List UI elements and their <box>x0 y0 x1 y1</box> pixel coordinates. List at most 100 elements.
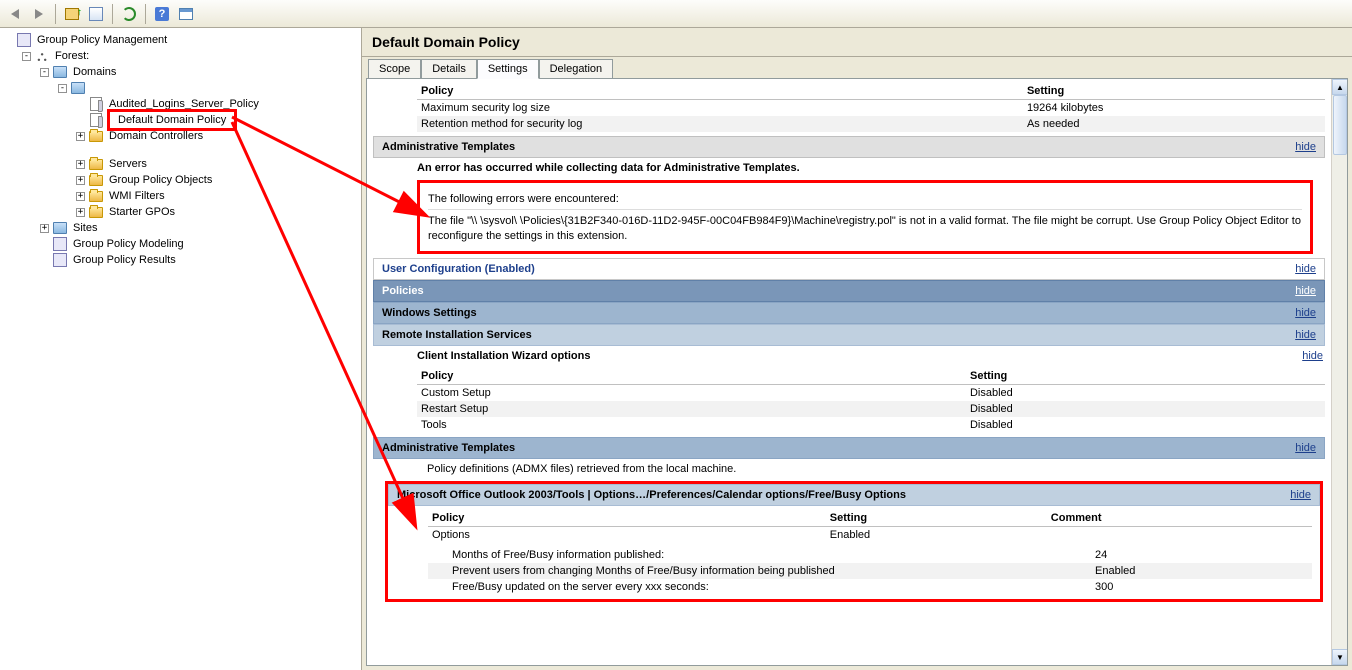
cell: Disabled <box>966 417 1325 433</box>
expand-toggle[interactable]: + <box>76 192 85 201</box>
cell <box>1047 526 1312 543</box>
scroll-icon <box>88 112 104 128</box>
domains-icon <box>52 64 68 80</box>
tree-panel: Group Policy Management - ⛬ Forest: - <box>0 28 362 670</box>
back-button[interactable] <box>4 3 26 25</box>
scroll-up-button[interactable]: ▲ <box>1332 79 1348 95</box>
hide-link[interactable]: hide <box>1302 350 1323 362</box>
policies-header: Policies hide <box>373 280 1325 302</box>
folder-icon <box>88 172 104 188</box>
table-row: OptionsEnabled <box>428 526 1312 543</box>
tree-gpresults-label: Group Policy Results <box>71 254 178 266</box>
tree-item[interactable]: + Group Policy Objects <box>76 172 357 188</box>
expand-toggle[interactable]: + <box>76 208 85 217</box>
table-row: Retention method for security logAs need… <box>417 116 1325 132</box>
forward-button[interactable] <box>28 3 50 25</box>
expand-toggle[interactable]: - <box>22 52 31 61</box>
table-row: Maximum security log size19264 kilobytes <box>417 100 1325 117</box>
tab-delegation[interactable]: Delegation <box>539 59 614 78</box>
hide-link[interactable]: hide <box>1295 141 1316 153</box>
content-panel: Default Domain Policy ScopeDetailsSettin… <box>362 28 1352 670</box>
hide-link[interactable]: hide <box>1295 329 1316 341</box>
tree-domain[interactable]: - <box>58 80 357 96</box>
expand-toggle[interactable]: + <box>76 160 85 169</box>
folder-icon <box>88 204 104 220</box>
cell: Restart Setup <box>417 401 966 417</box>
expand-toggle[interactable]: - <box>40 68 49 77</box>
cell: Prevent users from changing Months of Fr… <box>428 563 1091 579</box>
tree-item[interactable]: Default Domain Policy <box>76 112 357 128</box>
help-icon: ? <box>155 7 169 21</box>
admin-templates2-label: Administrative Templates <box>382 442 515 454</box>
refresh-icon <box>122 7 136 21</box>
hide-link[interactable]: hide <box>1295 307 1316 319</box>
table-row: Free/Busy updated on the server every xx… <box>428 579 1312 595</box>
tab-content: Policy Setting Maximum security log size… <box>366 78 1348 666</box>
folder-up-icon <box>65 8 79 20</box>
up-button[interactable] <box>61 3 83 25</box>
refresh-button[interactable] <box>118 3 140 25</box>
scroll-down-button[interactable]: ▼ <box>1332 649 1348 665</box>
table-row: Prevent users from changing Months of Fr… <box>428 563 1312 579</box>
tab-details[interactable]: Details <box>421 59 477 78</box>
content-title: Default Domain Policy <box>362 28 1352 57</box>
tree-domains[interactable]: - Domains <box>40 64 357 80</box>
cell: Tools <box>417 417 966 433</box>
expand-toggle[interactable]: + <box>76 176 85 185</box>
tab-settings[interactable]: Settings <box>477 59 539 79</box>
sites-icon <box>52 220 68 236</box>
hide-link[interactable]: hide <box>1295 263 1316 275</box>
hide-link[interactable]: hide <box>1290 489 1311 501</box>
gpresults-icon <box>52 252 68 268</box>
col-policy: Policy <box>417 368 966 385</box>
hide-link[interactable]: hide <box>1295 442 1316 454</box>
gpmodel-icon <box>52 236 68 252</box>
options-table: Policy Setting Comment OptionsEnabled <box>428 510 1312 543</box>
tree-forest[interactable]: - ⛬ Forest: <box>22 48 357 64</box>
sub-settings-table: Months of Free/Busy information publishe… <box>428 547 1312 595</box>
tree-root-label: Group Policy Management <box>35 34 169 46</box>
expand-toggle[interactable]: + <box>40 224 49 233</box>
tree-gpresults[interactable]: Group Policy Results <box>40 252 357 268</box>
cell: Options <box>428 526 826 543</box>
toolbar: ? <box>0 0 1352 28</box>
windows-settings-header: Windows Settings hide <box>373 302 1325 324</box>
properties-button[interactable] <box>85 3 107 25</box>
security-log-table: Policy Setting Maximum security log size… <box>417 83 1325 132</box>
help-button[interactable]: ? <box>151 3 173 25</box>
error-box: The following errors were encountered: T… <box>417 180 1313 254</box>
tree-sites[interactable]: + Sites <box>40 220 357 236</box>
cell: 19264 kilobytes <box>1023 100 1325 117</box>
remote-install-label: Remote Installation Services <box>382 329 532 341</box>
gpm-icon <box>16 32 32 48</box>
cell: 300 <box>1091 579 1312 595</box>
window-button[interactable] <box>175 3 197 25</box>
hide-link[interactable]: hide <box>1295 285 1316 297</box>
outlook-section-label: Microsoft Office Outlook 2003/Tools | Op… <box>397 489 906 501</box>
scroll-area: Policy Setting Maximum security log size… <box>367 79 1331 665</box>
scrollbar-thumb[interactable] <box>1333 95 1347 155</box>
tab-scope[interactable]: Scope <box>368 59 421 78</box>
policy-def-text: Policy definitions (ADMX files) retrieve… <box>367 459 1331 479</box>
windows-settings-label: Windows Settings <box>382 307 477 319</box>
toolbar-sep <box>145 4 146 24</box>
tree-root[interactable]: Group Policy Management <box>4 32 357 48</box>
scrollbar[interactable]: ▲ ▼ <box>1331 79 1347 665</box>
col-setting: Setting <box>1023 83 1325 100</box>
cell: Free/Busy updated on the server every xx… <box>428 579 1091 595</box>
tree-gpmodeling[interactable]: Group Policy Modeling <box>40 236 357 252</box>
expand-toggle[interactable]: + <box>76 132 85 141</box>
tree-item[interactable]: +Starter GPOs <box>76 204 357 220</box>
cell: Months of Free/Busy information publishe… <box>428 547 1091 563</box>
arrow-right-icon <box>35 9 43 19</box>
tabs: ScopeDetailsSettingsDelegation <box>362 57 1352 78</box>
tree-item[interactable]: +Servers <box>76 156 357 172</box>
table-row: Months of Free/Busy information publishe… <box>428 547 1312 563</box>
client-wizard-table: Policy Setting Custom SetupDisabledResta… <box>417 368 1325 433</box>
tree-item-label: Default Domain Policy <box>107 109 237 131</box>
tree-item-label: WMI Filters <box>107 190 167 202</box>
tree-item[interactable]: + WMI Filters <box>76 188 357 204</box>
tree-item-label: Group Policy Objects <box>107 174 214 186</box>
expand-toggle[interactable]: - <box>58 84 67 93</box>
error-intro: The following errors were encountered: <box>428 189 1302 210</box>
